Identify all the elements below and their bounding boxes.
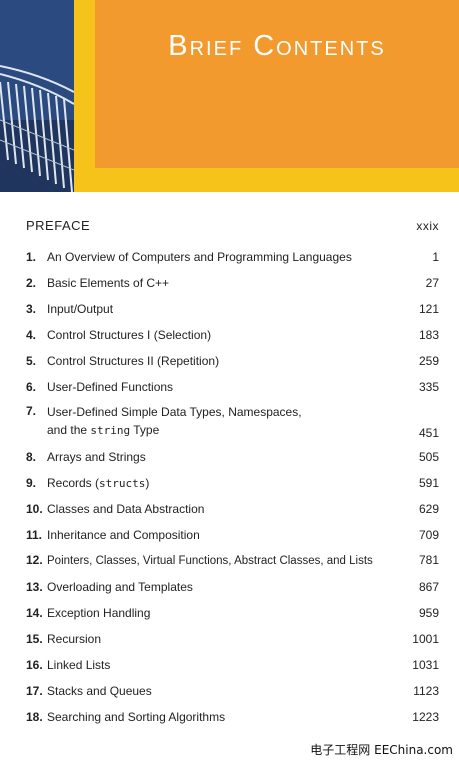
table-of-contents: PREFACE xxix 1. An Overview of Computers… — [26, 218, 439, 734]
chapter-title: Searching and Sorting Algorithms — [47, 710, 226, 724]
chapter-page: 1001 — [412, 632, 439, 646]
chapter-number: 16. — [26, 658, 43, 672]
toc-chapter-row[interactable]: 5. Control Structures II (Repetition) 25… — [26, 352, 439, 378]
chapter-title: Control Structures II (Repetition) — [47, 354, 220, 368]
chapter-page: 505 — [418, 450, 439, 464]
chapter-number: 9. — [26, 476, 37, 490]
chapter-title: Records (structs) — [47, 474, 399, 493]
chapter-page: 1031 — [412, 658, 439, 672]
toc-chapter-row[interactable]: 10. Classes and Data Abstraction 629 — [26, 500, 439, 526]
chapter-number: 2. — [26, 276, 37, 290]
chapter-page: 27 — [425, 276, 439, 290]
chapter-title: Inheritance and Composition — [47, 528, 200, 542]
preface-page: xxix — [416, 219, 439, 233]
chapter-page: 629 — [418, 502, 439, 516]
toc-chapter-row[interactable]: 13. Overloading and Templates 867 — [26, 578, 439, 604]
chapter-number: 6. — [26, 380, 37, 394]
chapter-number: 14. — [26, 606, 43, 620]
toc-chapter-row[interactable]: 12. Pointers, Classes, Virtual Functions… — [26, 552, 439, 578]
chapter-page: 867 — [418, 580, 439, 594]
toc-chapter-row[interactable]: 2. Basic Elements of C++ 27 — [26, 274, 439, 300]
chapter-title-line2-b: Type — [130, 423, 160, 437]
chapter-page: 781 — [418, 553, 439, 567]
chapter-page: 451 — [418, 426, 439, 440]
chapter-page: 1 — [432, 250, 439, 264]
chapter-number: 7. — [26, 404, 37, 418]
toc-chapter-row[interactable]: 14. Exception Handling 959 — [26, 604, 439, 630]
toc-chapter-row[interactable]: 11. Inheritance and Composition 709 — [26, 526, 439, 552]
toc-chapter-row[interactable]: 3. Input/Output 121 — [26, 300, 439, 326]
chapter-title: An Overview of Computers and Programming… — [47, 250, 352, 264]
chapter-page: 335 — [418, 380, 439, 394]
toc-chapter-row[interactable]: 17. Stacks and Queues 1123 — [26, 682, 439, 708]
chapter-page: 959 — [418, 606, 439, 620]
code-keyword: string — [90, 424, 131, 437]
chapter-title: Overloading and Templates — [47, 580, 193, 594]
chapter-page: 1223 — [412, 710, 439, 724]
chapter-number: 15. — [26, 632, 43, 646]
chapter-title: Basic Elements of C++ — [47, 276, 170, 290]
chapter-title: User-Defined Simple Data Types, Namespac… — [47, 403, 399, 440]
toc-chapter-row[interactable]: 1. An Overview of Computers and Programm… — [26, 248, 439, 274]
toc-chapter-row[interactable]: 8. Arrays and Strings 505 — [26, 448, 439, 474]
chapter-title-b: ) — [145, 476, 150, 490]
chapter-page: 1123 — [413, 684, 439, 698]
chapter-title: Control Structures I (Selection) — [47, 328, 212, 342]
chapter-title: User-Defined Functions — [47, 380, 174, 394]
chapter-page: 259 — [418, 354, 439, 368]
preface-label: PREFACE — [26, 218, 91, 233]
chapter-title: Recursion — [47, 632, 102, 646]
chapter-number: 8. — [26, 450, 37, 464]
chapter-number: 11. — [26, 528, 43, 542]
chapter-page: 709 — [418, 528, 439, 542]
code-keyword: structs — [99, 477, 146, 490]
chapter-number: 18. — [26, 710, 43, 724]
chapter-title: Arrays and Strings — [47, 450, 146, 464]
toc-chapter-row[interactable]: 15. Recursion 1001 — [26, 630, 439, 656]
chapter-number: 5. — [26, 354, 37, 368]
chapter-title-a: Records ( — [47, 476, 100, 490]
title-panel: Brief Contents — [95, 0, 459, 168]
toc-preface-row[interactable]: PREFACE xxix — [26, 218, 439, 248]
chapter-title: Stacks and Queues — [47, 684, 152, 698]
chapter-number: 4. — [26, 328, 37, 342]
toc-chapter-row[interactable]: 7. User-Defined Simple Data Types, Names… — [26, 404, 439, 448]
toc-chapter-row[interactable]: 4. Control Structures I (Selection) 183 — [26, 326, 439, 352]
chapter-number: 17. — [26, 684, 43, 698]
chapter-number: 10. — [26, 502, 43, 516]
toc-chapter-row[interactable]: 9. Records (structs) 591 — [26, 474, 439, 500]
chapter-number: 12. — [26, 553, 43, 567]
chapter-number: 13. — [26, 580, 43, 594]
chapter-title: Classes and Data Abstraction — [47, 502, 205, 516]
chapter-page: 591 — [418, 476, 439, 490]
chapter-title: Linked Lists — [47, 658, 111, 672]
chapter-page: 183 — [418, 328, 439, 342]
toc-chapter-row[interactable]: 6. User-Defined Functions 335 — [26, 378, 439, 404]
page-title: Brief Contents — [168, 30, 386, 62]
chapter-title-line2-a: and the — [47, 423, 91, 437]
chapter-page: 121 — [418, 302, 439, 316]
toc-chapter-row[interactable]: 16. Linked Lists 1031 — [26, 656, 439, 682]
chapter-number: 3. — [26, 302, 37, 316]
header-band: Brief Contents — [0, 0, 459, 192]
chapter-title: Pointers, Classes, Virtual Functions, Ab… — [47, 555, 373, 567]
chapter-number: 1. — [26, 250, 37, 264]
watermark: 电子工程网 EEChina.com — [310, 743, 453, 757]
chapter-title-line1: User-Defined Simple Data Types, Namespac… — [47, 405, 302, 419]
chapter-title: Input/Output — [47, 302, 114, 316]
chapter-title: Exception Handling — [47, 606, 151, 620]
cover-photo — [0, 0, 74, 192]
toc-chapter-row[interactable]: 18. Searching and Sorting Algorithms 122… — [26, 708, 439, 734]
